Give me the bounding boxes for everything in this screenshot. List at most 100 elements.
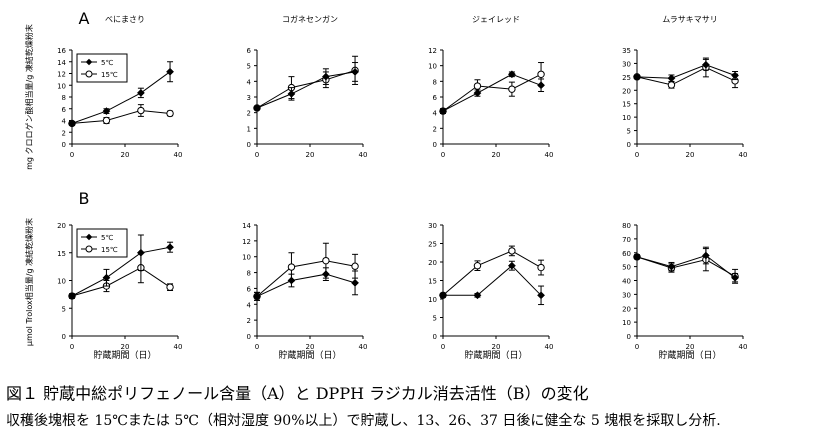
panel-a1-series-15c-point [166,109,174,118]
panel-b3-x-tick-label: 20 [492,343,501,351]
panel-b1-legend-marker [85,245,93,253]
panel-b2-y-tick-label: 4 [247,301,252,309]
panel-a1-series-15c-point [137,106,145,115]
panel-b2-y-tick-label: 2 [247,317,251,325]
panel-a1-x-tick-label: 40 [174,151,183,159]
panel-b1-series-5c-point [102,273,111,282]
panel-b2-y-tick-label: 10 [242,254,251,262]
panel-b1-y-tick-label: 10 [57,278,66,286]
panel-a3-x-tick-label: 20 [492,151,501,159]
panel-a4-series-5c-point [701,60,710,69]
panel-a3-series-5c-point [439,107,447,116]
panel-a1-series-15c-line [71,109,171,124]
panel-b2-x-tick-label: 20 [306,343,315,351]
panel-b4-y-tick-label: 30 [622,291,631,299]
panel-b2-series-5c-point [321,270,330,279]
panel-b2-x-axis-label: 貯蔵期間（日） [278,349,341,361]
panel-b1-y-tick-label: 15 [57,250,66,258]
panel-b2-series-15c-point [351,262,359,270]
panel-a1-y-tick-label: 14 [57,59,66,67]
panel-b2-series-5c-point [253,292,261,301]
y-axis-label-bottom: μmol Trolox相当量/g 凍結乾燥粉末 [24,218,34,346]
panel-a2-y-tick-label: 2 [247,110,251,118]
panel-b4-y-tick-label: 40 [622,278,631,286]
panel-b3-x-axis-label: 貯蔵期間（日） [464,349,527,361]
panel-b3-series-5c-point [473,291,482,300]
panel-b2-y-tick-label: 14 [242,222,251,230]
panel-a4-y-tick-label: 0 [627,141,631,149]
panel-a2-y-tick-label: 3 [247,94,251,102]
panel-a1-y-tick-label: 0 [62,141,66,149]
panel-a2-series-5c-point [351,67,360,76]
panel-b3-y-tick-label: 10 [428,296,437,304]
panel-a4-series-5c-point [633,72,641,81]
panel-a1-series-5c-line [71,71,171,124]
panel-b4-series-5c-point [633,252,641,261]
panel-b3-series-15c-point [537,263,545,272]
panel-a2-y-tick-label: 6 [247,47,252,55]
panel-a3-y-tick-label: 4 [433,110,438,118]
panel-b1-legend-marker [85,233,93,241]
panel-a3-y-tick-label: 6 [433,94,438,102]
panel-b4-x-tick-label: 0 [635,343,639,351]
panel-b4-series-5c-line [636,254,736,279]
panel-b4-y-tick-label: 70 [622,236,631,244]
panel-a2-series-5c-point [253,104,261,112]
panel-b3-series-15c-line [442,250,542,296]
panel-b1-series-5c-line [71,246,171,297]
panel-a1-title: べにまさり [105,15,145,24]
panel-a3-series-5c-point [473,89,482,98]
panel-b3-series-15c-point [508,247,516,255]
panel-b1-x-tick-label: 20 [121,343,130,351]
panel-b1-x-tick-label: 0 [70,343,74,351]
figure-canvas: A Bmg クロロゲン酸相当量/g 凍結乾燥粉末 μmol Trolox相当量/g … [24,9,747,361]
panel-b3-series-5c-point [439,291,447,300]
panel-a1-series-5c-point [102,107,111,116]
panel-b3-x-tick-label: 40 [545,343,554,351]
panel-b4-series-5c-point [667,262,676,271]
panel-b4-x-axis-label: 貯蔵期間（日） [658,349,721,361]
panel-a1-y-tick-label: 6 [62,106,67,114]
panel-a1-legend-label: 15℃ [101,71,118,79]
panel-b1-legend-label: 15℃ [101,246,118,254]
panel-a4-series-15c-line [636,66,736,86]
panel-a3-title: ジェイレッド [472,15,520,24]
panel-a1-y-tick-label: 2 [62,129,66,137]
panel-a1-y-tick-label: 10 [57,82,66,90]
panel-b1-y-tick-label: 0 [62,333,66,341]
panel-a2-series-5c-point [321,72,330,81]
panel-a3-series-15c-line [442,73,542,112]
panel-a3-series-5c-line [442,73,542,112]
panel-b4-series-5c-point [731,273,740,282]
panel-a2-y-tick-label: 1 [247,125,251,133]
panel-b4-y-tick-label: 50 [622,264,631,272]
panel-a3-y-tick-label: 10 [428,63,437,71]
panel-a1-legend-marker [85,58,93,66]
panel-a4-x-tick-label: 20 [686,151,695,159]
panel-b2-series-15c-line [256,260,356,297]
panel-a4-y-tick-label: 30 [622,60,631,68]
panel-a1-y-tick-label: 12 [57,71,66,79]
panel-a4-title: ムラサキマサリ [662,15,718,24]
panel-label-b: B [79,189,90,208]
panel-a4-x-tick-label: 0 [635,151,639,159]
panel-a3-series-5c-point [507,70,516,79]
panel-b4-series-5c-point [701,251,710,260]
panel-b2-series-5c-point [287,276,296,285]
panel-b3-y-tick-label: 20 [428,259,437,267]
panel-a2-series-15c-line [256,69,356,109]
panel-a3-series-5c-point [537,81,546,90]
panel-b3-y-tick-label: 30 [428,222,437,230]
panel-a3-series-15c-point [473,82,482,90]
panel-a2-y-tick-label: 0 [247,141,251,149]
figure-caption-note: 収穫後塊根を 15℃または 5℃（相対湿度 90%以上）で貯蔵し、13、26、3… [6,413,721,429]
panel-a2-y-tick-label: 4 [247,78,252,86]
panel-b2-series-15c-point [287,263,296,271]
panel-a4-series-5c-point [667,74,676,83]
panel-a3-x-tick-label: 0 [441,151,445,159]
panel-a4-y-tick-label: 20 [622,87,631,95]
panel-b3-y-tick-label: 0 [433,333,437,341]
panel-b1-legend-label: 5℃ [101,234,113,242]
panel-a1-x-tick-label: 0 [70,151,74,159]
panel-a4-y-tick-label: 15 [622,101,631,109]
